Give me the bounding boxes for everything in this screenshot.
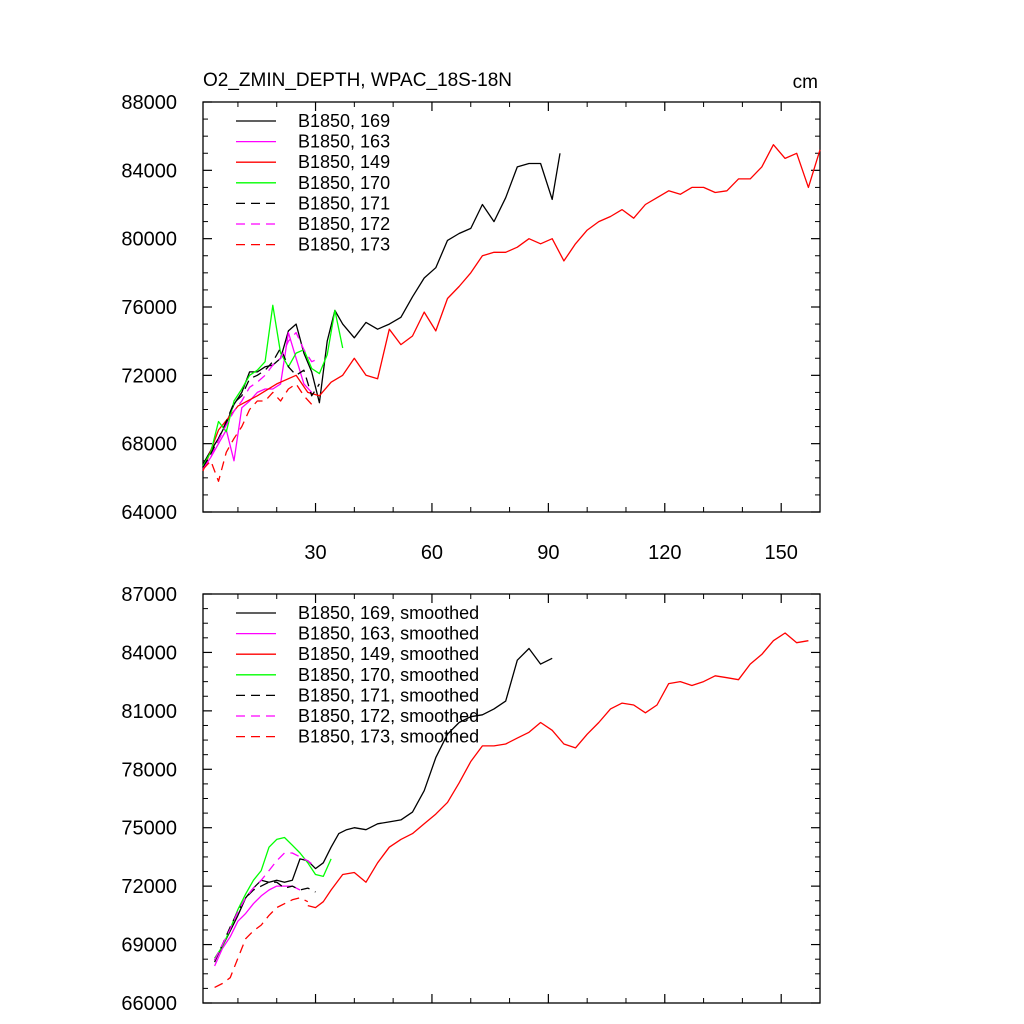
- y-tick-label: 81000: [121, 701, 177, 723]
- legend-label: B1850, 170: [298, 173, 390, 193]
- series-line: [202, 144, 821, 472]
- y-tick-label: 78000: [121, 759, 177, 781]
- y-tick-label: 76000: [121, 297, 177, 319]
- x-tick-label: 60: [421, 542, 443, 564]
- series-line: [307, 632, 809, 909]
- legend-label: B1850, 170, smoothed: [298, 665, 479, 685]
- y-tick-label: 84000: [121, 642, 177, 664]
- legend-label: B1850, 173, smoothed: [298, 727, 479, 747]
- y-tick-label: 87000: [121, 584, 177, 606]
- panel-bottom: 66000 69000 72000 75000 78000 81000 84000 87000…: [121, 584, 821, 1015]
- y-tick-label: 64000: [121, 502, 177, 524]
- series-line: [214, 885, 301, 967]
- series-line: [202, 331, 320, 470]
- chart-title: O2_ZMIN_DEPTH, WPAC_18S-18N: [203, 70, 512, 91]
- y-tick-label: 68000: [121, 434, 177, 456]
- y-tick-label: 84000: [121, 160, 177, 182]
- series-line: [202, 331, 313, 470]
- y-tick-label: 80000: [121, 229, 177, 251]
- legend-label: B1850, 163, smoothed: [298, 624, 479, 644]
- series-line: [214, 897, 309, 988]
- legend-label: B1850, 171: [298, 193, 390, 213]
- legend-label: B1850, 172, smoothed: [298, 706, 479, 726]
- legend-label: B1850, 169: [298, 111, 390, 131]
- units-label: cm: [793, 72, 818, 93]
- legend-label: B1850, 172: [298, 214, 390, 234]
- x-tick-label: 90: [537, 542, 559, 564]
- series-line: [214, 852, 316, 961]
- y-tick-label: 69000: [121, 935, 177, 957]
- y-tick-label: 75000: [121, 818, 177, 840]
- series-line: [214, 881, 316, 963]
- legend-label: B1850, 163: [298, 132, 390, 152]
- panel-top: O2_ZMIN_DEPTH, WPAC_18S-18N cm 64000 6800…: [121, 70, 821, 564]
- x-tick-label: 150: [765, 542, 798, 564]
- series-line: [202, 304, 344, 467]
- y-tick-label: 72000: [121, 365, 177, 387]
- series-line: [202, 383, 313, 482]
- y-tick-label: 72000: [121, 876, 177, 898]
- legend-label: B1850, 173: [298, 235, 390, 255]
- y-tick-label: 88000: [121, 92, 177, 114]
- series-line: [202, 347, 320, 468]
- x-tick-label: 120: [648, 542, 681, 564]
- series-line: [202, 153, 561, 465]
- x-tick-label: 30: [304, 542, 326, 564]
- legend-label: B1850, 149, smoothed: [298, 644, 479, 664]
- legend-label: B1850, 149: [298, 152, 390, 172]
- legend-label: B1850, 171, smoothed: [298, 685, 479, 705]
- y-tick-label: 66000: [121, 993, 177, 1015]
- legend-label: B1850, 169, smoothed: [298, 603, 479, 623]
